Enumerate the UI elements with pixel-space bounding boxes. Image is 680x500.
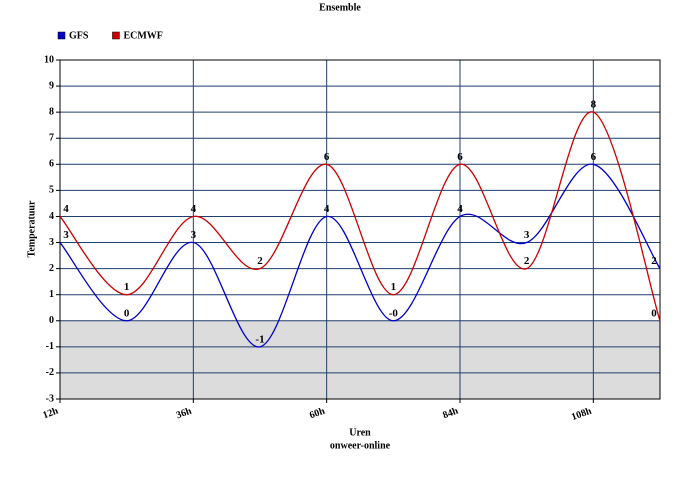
- y-tick-label: 9: [49, 80, 54, 91]
- value-label: 4: [191, 203, 197, 215]
- x-tick-label: 12h: [41, 405, 60, 421]
- value-label: -0: [389, 307, 399, 319]
- value-label: 3: [63, 229, 69, 241]
- y-axis-label: Temperatuur: [26, 200, 37, 257]
- y-tick-label: -3: [46, 393, 54, 404]
- value-label: 4: [457, 203, 463, 215]
- value-label: 4: [324, 203, 330, 215]
- value-label: 6: [457, 151, 463, 163]
- value-label: 2: [524, 255, 530, 267]
- x-tick-label: 60h: [308, 405, 327, 421]
- y-tick-label: 7: [49, 133, 54, 144]
- y-tick-label: 6: [49, 159, 54, 170]
- legend-swatch: [57, 31, 66, 40]
- y-tick-label: 2: [49, 263, 54, 274]
- value-label: 1: [124, 281, 130, 293]
- y-tick-label: -2: [46, 367, 54, 378]
- legend-label: ECMWF: [123, 30, 162, 41]
- value-label: -1: [255, 333, 264, 345]
- value-label: 6: [324, 151, 330, 163]
- value-label: 4: [63, 203, 69, 215]
- value-label: 8: [591, 99, 597, 111]
- value-label: 3: [191, 229, 197, 241]
- value-label: 2: [257, 255, 263, 267]
- x-tick-label: 108h: [570, 405, 593, 423]
- y-tick-label: 4: [49, 211, 54, 222]
- negative-region: [60, 320, 660, 399]
- y-tick-label: 0: [49, 315, 54, 326]
- chart-title: Ensemble: [319, 2, 361, 13]
- series-line: [59, 111, 661, 321]
- y-tick-label: 3: [49, 237, 54, 248]
- value-label: 6: [591, 151, 597, 163]
- value-label: 0: [651, 307, 657, 319]
- y-tick-label: -1: [46, 341, 54, 352]
- x-axis-label: Uren: [349, 427, 371, 438]
- y-tick-label: 5: [49, 185, 54, 196]
- value-label: 2: [651, 255, 657, 267]
- y-tick-label: 8: [49, 106, 54, 117]
- plot-border: [59, 59, 661, 400]
- value-label: 1: [391, 281, 397, 293]
- y-tick-label: 10: [44, 54, 54, 65]
- x-tick-label: 84h: [441, 405, 460, 421]
- legend-swatch: [112, 31, 120, 40]
- series-line: [59, 163, 661, 348]
- subtitle: onweer-online: [330, 440, 391, 451]
- value-label: 0: [124, 307, 130, 319]
- y-tick-label: 1: [49, 289, 54, 300]
- legend-label: GFS: [69, 30, 89, 41]
- value-label: 3: [524, 229, 530, 241]
- x-tick-label: 36h: [175, 405, 194, 421]
